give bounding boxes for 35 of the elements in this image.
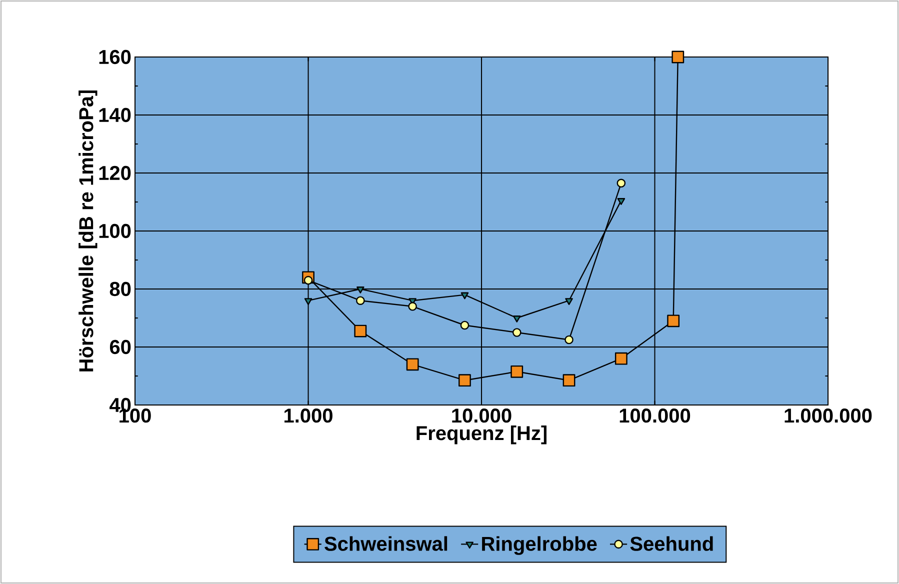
point (460, 320, 470, 330)
point (460, 292, 469, 300)
point (458, 374, 471, 387)
point (667, 314, 680, 328)
point (406, 358, 419, 371)
x-tick-label: 100.000 (620, 408, 690, 423)
point (408, 302, 417, 311)
y-axis-title: Hörschwelle [dB re 1microPa] (78, 90, 98, 372)
legend-label: Schweinswal (324, 536, 448, 551)
y-tick-label: 60 (110, 340, 131, 354)
legend-label: Ringelrobbe (482, 536, 597, 555)
point (356, 296, 365, 305)
point (617, 198, 626, 205)
point (356, 286, 364, 294)
x-tick-label: 10.000 (452, 408, 512, 423)
point (614, 352, 628, 365)
y-tick-label: 160 (99, 50, 131, 64)
point (512, 316, 521, 322)
point (354, 324, 367, 338)
point (304, 276, 313, 285)
point (565, 298, 573, 305)
x-axis-title: Frequenz [Hz] (416, 426, 546, 444)
y-tick-label: 100 (99, 224, 131, 238)
point (304, 298, 312, 305)
point (512, 328, 522, 337)
point (562, 374, 576, 387)
legend-label: Seehund (630, 536, 713, 551)
point (564, 335, 574, 344)
y-tick-label: 80 (110, 282, 131, 296)
point (510, 365, 524, 378)
x-tick-label: 1.000 (284, 408, 332, 423)
y-tick-label: 140 (99, 108, 131, 122)
y-tick-label: 120 (99, 166, 131, 180)
point (616, 178, 626, 188)
x-tick-label: 1.000.000 (784, 408, 872, 423)
